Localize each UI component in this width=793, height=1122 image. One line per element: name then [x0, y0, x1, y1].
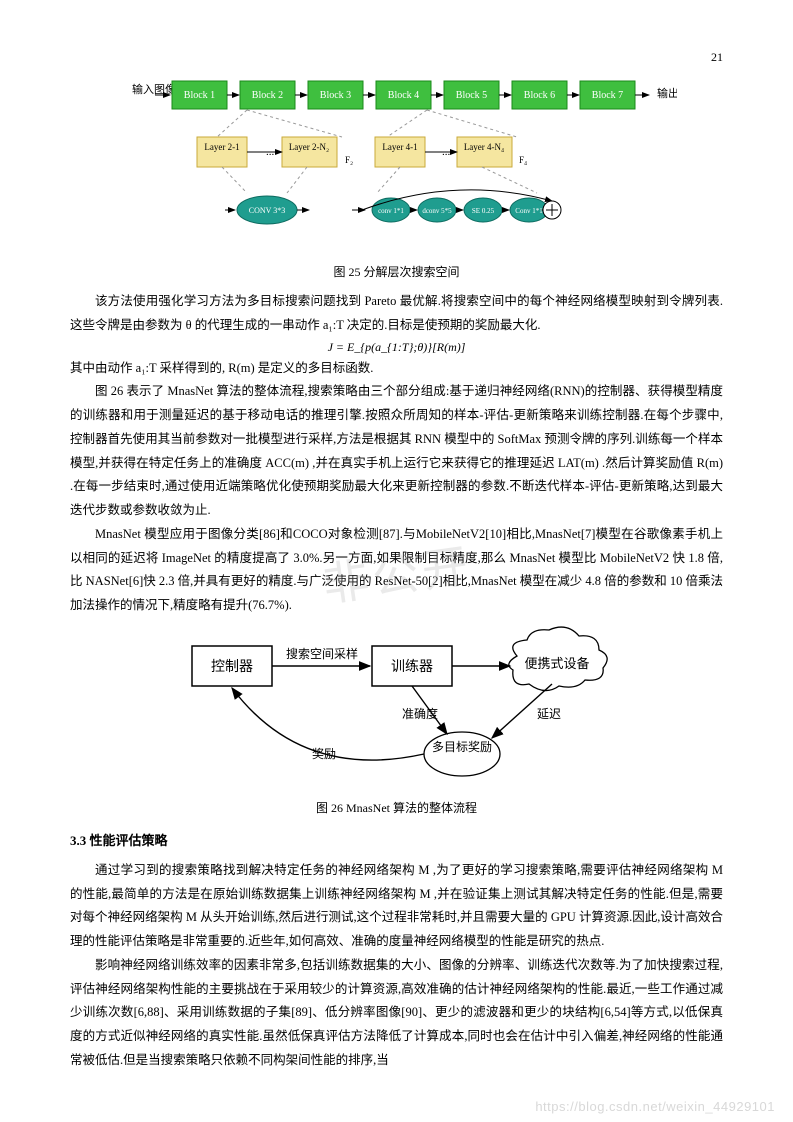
fig25-input-label: 输入图像 [132, 82, 176, 96]
svg-text:Conv 1*1: Conv 1*1 [515, 207, 543, 215]
paragraph-4: 通过学习到的搜索策略找到解决特定任务的神经网络架构 M ,为了更好的学习搜索策略… [70, 859, 723, 954]
fig25-caption: 图 25 分解层次搜索空间 [70, 263, 723, 280]
fig25-blocks: Block 1 Block 2 Block 3 Block 4 Block 5 Block… [155, 81, 649, 109]
paragraph-1b: 其中由动作 a₁:T 采样得到的, R(m) 是定义的多目标函数. [70, 357, 723, 381]
watermark-corner: https://blog.csdn.net/weixin_44929101 [535, 1099, 775, 1114]
fig25-layer-4-n4: Layer 4-N₄ [463, 142, 503, 152]
svg-text:Block 7: Block 7 [591, 90, 622, 101]
fig25-conv-3x3: CONV 3*3 [248, 206, 285, 215]
fig25-f4: F₄ [519, 155, 527, 165]
svg-text:Block 5: Block 5 [455, 90, 486, 101]
svg-text:Block 3: Block 3 [319, 90, 350, 101]
svg-text:conv 1*1: conv 1*1 [378, 207, 404, 215]
fig25-layer-2-1: Layer 2-1 [204, 142, 239, 152]
fig26-device: 便携式设备 [524, 656, 589, 671]
paragraph-3: MnasNet 模型应用于图像分类[86]和COCO对象检测[87].与Mobi… [70, 523, 723, 618]
figure-25: 输入图像 Block 1 Block 2 Block 3 Block 4 Block 5… [70, 75, 723, 255]
paragraph-1: 该方法使用强化学习方法为多目标搜索问题找到 Pareto 最优解.将搜索空间中的… [70, 290, 723, 338]
svg-text:Block 4: Block 4 [387, 90, 418, 101]
svg-text:SE 0.25: SE 0.25 [471, 207, 494, 215]
fig26-controller: 控制器 [211, 659, 253, 675]
fig26-caption: 图 26 MnasNet 算法的整体流程 [70, 799, 723, 816]
fig26-reward-node: 多目标奖励 [431, 740, 491, 754]
fig26-edge-lat: 延迟 [537, 707, 561, 721]
svg-text:dconv 5*5: dconv 5*5 [422, 207, 452, 215]
fig25-output-label: 输出 [657, 86, 677, 100]
fig26-edge-reward: 奖励 [312, 747, 336, 761]
fig25-layer-4-1: Layer 4-1 [382, 142, 417, 152]
svg-text:Block 6: Block 6 [523, 90, 554, 101]
paragraph-5: 影响神经网络训练效率的因素非常多,包括训练数据集的大小、图像的分辨率、训练迭代次… [70, 954, 723, 1073]
svg-text:Block 2: Block 2 [251, 90, 282, 101]
figure-26: 控制器 训练器 便携式设备 多目标奖励 搜索空间采样 准确度 延迟 奖励 [70, 626, 723, 791]
fig26-edge-sample: 搜索空间采样 [285, 646, 357, 661]
fig25-layer-2-n2: Layer 2-N₂ [288, 142, 328, 152]
page-number: 21 [70, 50, 723, 65]
fig26-edge-acc: 准确度 [402, 706, 438, 721]
fig26-trainer: 训练器 [391, 659, 433, 675]
fig25-f2: F₂ [345, 155, 353, 165]
svg-text:Block 1: Block 1 [183, 90, 214, 101]
section-3-3-heading: 3.3 性能评估策略 [70, 830, 723, 849]
formula-1: J = E_{p(a_{1:T};θ)}[R(m)] [70, 340, 723, 355]
paragraph-2: 图 26 表示了 MnasNet 算法的整体流程,搜索策略由三个部分组成:基于递… [70, 380, 723, 523]
